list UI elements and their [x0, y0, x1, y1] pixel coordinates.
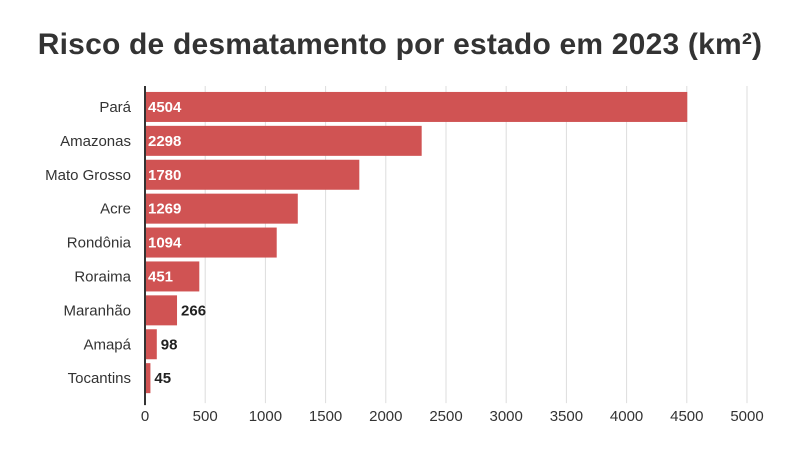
value-label-0: 4504: [148, 99, 182, 116]
x-tick-label-4500: 4500: [670, 408, 703, 425]
x-tick-label-1500: 1500: [309, 408, 342, 425]
bar-1: [145, 125, 422, 156]
x-tick-label-4000: 4000: [610, 408, 643, 425]
x-tick-label-5000: 5000: [730, 408, 763, 425]
x-tick-label-3000: 3000: [490, 408, 523, 425]
value-label-1: 2298: [148, 133, 181, 150]
x-tick-label-1000: 1000: [249, 408, 282, 425]
bar-3: [145, 193, 298, 224]
category-label-3: Acre: [100, 201, 131, 218]
labels: 0 500 1000 1500 2000 2500 3000 3500 4000 4500 5000…: [45, 99, 764, 425]
bar-8: [145, 363, 151, 394]
x-tick-label-3500: 3500: [550, 408, 583, 425]
category-label-7: Amapá: [83, 336, 131, 353]
x-tick-label-2500: 2500: [429, 408, 462, 425]
value-label-3: 1269: [148, 201, 181, 218]
category-label-8: Tocantins: [68, 370, 131, 387]
bars: [145, 91, 688, 394]
bar-7: [145, 329, 157, 360]
category-label-6: Maranhão: [63, 302, 131, 319]
chart-title: Risco de desmatamento por estado em 2023…: [37, 28, 763, 61]
value-label-8: 45: [154, 370, 171, 387]
category-label-2: Mato Grosso: [45, 167, 131, 184]
value-label-2: 1780: [148, 167, 181, 184]
bar-4: [145, 227, 277, 258]
value-label-5: 451: [148, 268, 173, 285]
category-label-4: Rondônia: [67, 235, 132, 252]
x-tick-label-500: 500: [193, 408, 218, 425]
value-label-4: 1094: [148, 235, 182, 252]
bar-0: [145, 91, 688, 122]
x-tick-label-0: 0: [141, 408, 149, 425]
category-label-5: Roraima: [74, 268, 131, 285]
x-tick-label-2000: 2000: [369, 408, 402, 425]
bar-2: [145, 159, 360, 190]
value-label-6: 266: [181, 302, 206, 319]
bar-5: [145, 261, 200, 292]
bar-6: [145, 295, 178, 326]
category-label-1: Amazonas: [60, 133, 131, 150]
value-label-7: 98: [161, 336, 178, 353]
category-label-0: Pará: [99, 99, 131, 116]
